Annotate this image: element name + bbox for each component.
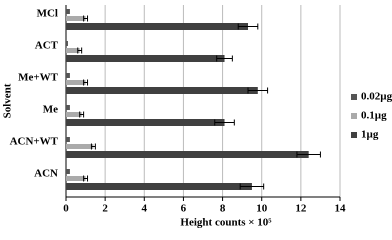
bar <box>66 176 86 181</box>
y-tick-label: MCl <box>37 8 58 20</box>
error-bar <box>247 87 269 94</box>
x-tick-label: 4 <box>142 203 148 215</box>
x-tick-label: 6 <box>181 203 187 215</box>
chart: Height counts × 10⁵ Solvent 0 2 4 6 8 10 12 14 M… <box>2 5 392 229</box>
bar <box>66 151 309 158</box>
legend-label: 0.1µg <box>361 110 387 122</box>
y-tick-label: ACN+WT <box>10 136 59 148</box>
error-bar <box>237 23 259 30</box>
bar <box>66 87 258 94</box>
y-tick-label: ACN <box>34 168 58 180</box>
error-bar <box>296 151 321 158</box>
x-tick-label: 14 <box>335 203 347 215</box>
bar <box>66 16 86 21</box>
error-bar <box>90 143 96 150</box>
x-axis-label: Height counts × 10⁵ <box>180 217 272 229</box>
error-bar <box>83 175 89 182</box>
bar <box>66 169 70 174</box>
bar <box>66 137 70 142</box>
error-bar <box>216 55 233 62</box>
x-tick-label: 12 <box>295 203 307 215</box>
x-tick-label: 0 <box>63 203 69 215</box>
bar <box>66 41 68 46</box>
bar <box>66 144 94 149</box>
x-tick-label: 8 <box>220 203 226 215</box>
y-tick-label: ACT <box>35 40 59 52</box>
bar <box>66 80 86 85</box>
x-tick-label: 2 <box>102 203 108 215</box>
error-bar <box>79 111 85 118</box>
error-bar <box>214 119 235 126</box>
legend-swatch <box>351 132 357 138</box>
legend-label: 0.02µg <box>361 91 392 103</box>
bar <box>66 105 70 110</box>
error-bar <box>83 15 89 22</box>
bar <box>66 48 80 53</box>
error-bar <box>83 79 89 86</box>
bar <box>66 9 70 14</box>
y-tick-label: Me+WT <box>18 72 59 84</box>
bar <box>66 112 82 117</box>
bar <box>66 73 70 78</box>
x-tick-label: 10 <box>256 203 268 215</box>
legend-label: 1µg <box>361 129 379 141</box>
legend-swatch <box>351 113 357 119</box>
bar <box>66 183 252 190</box>
error-bar <box>239 183 265 190</box>
error-bar <box>77 47 83 54</box>
y-axis-label: Solvent <box>2 83 14 118</box>
legend-swatch <box>351 94 357 100</box>
bar <box>66 23 249 30</box>
y-tick-label: Me <box>43 104 58 116</box>
bar <box>66 119 225 126</box>
bar <box>66 55 225 62</box>
